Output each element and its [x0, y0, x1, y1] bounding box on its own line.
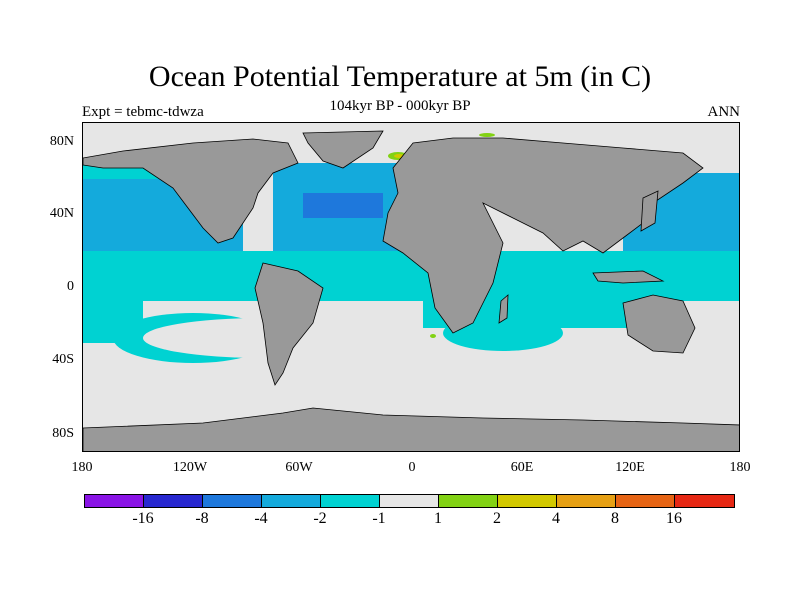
map-svg — [83, 123, 739, 451]
land-antarctica — [83, 407, 739, 451]
land-australia — [622, 294, 696, 354]
colorbar-box — [203, 495, 262, 507]
colorbar-box — [498, 495, 557, 507]
colorbar — [84, 494, 735, 508]
lon-tick-60w: 60W — [285, 460, 313, 475]
green-patch-arctic — [479, 133, 495, 137]
colorbar-label: -2 — [313, 510, 327, 527]
lon-tick-120e: 120E — [615, 460, 645, 475]
land-madagascar — [498, 294, 509, 324]
land-eurasia-africa — [382, 137, 704, 334]
plot-subtitle: 104kyr BP - 000kyr BP — [329, 98, 471, 114]
colorbar-label: 16 — [666, 510, 682, 527]
lon-tick-180e: 180 — [729, 460, 751, 475]
band-south-indian-cyan — [443, 315, 563, 351]
colorbar-box — [675, 495, 734, 507]
land-greenland — [302, 130, 384, 169]
colorbar-box — [616, 495, 675, 507]
colorbar-box — [557, 495, 616, 507]
colorbar-label: 2 — [493, 510, 501, 527]
lat-tick-0: 0 — [67, 279, 74, 294]
colorbar-box — [321, 495, 380, 507]
colorbar-box — [262, 495, 321, 507]
plot-title: Ocean Potential Temperature at 5m (in C) — [148, 60, 652, 93]
green-patch-indian — [430, 334, 436, 338]
lat-tick-80s: 80S — [52, 426, 74, 441]
land-north-america — [83, 138, 299, 244]
colorbar-box — [85, 495, 144, 507]
colorbar-label: 4 — [552, 510, 560, 527]
lon-tick-60e: 60E — [510, 460, 534, 475]
land-indonesia — [592, 270, 665, 284]
lat-tick-80n: 80N — [49, 134, 74, 149]
lon-tick-0: 0 — [408, 460, 416, 475]
colorbar-label: -8 — [195, 510, 209, 527]
land — [83, 130, 739, 451]
colorbar-label: -4 — [254, 510, 268, 527]
land-south-america — [254, 262, 324, 386]
world-map — [82, 122, 740, 452]
lat-tick-40n: 40N — [49, 206, 74, 221]
experiment-label: Expt = tebmc-tdwza — [82, 104, 204, 120]
band-south-pacific-gray — [143, 318, 383, 358]
colorbar-label: 1 — [434, 510, 442, 527]
lon-tick-180w: 180 — [71, 460, 93, 475]
colorbar-label: -16 — [132, 510, 154, 527]
colorbar-box — [144, 495, 203, 507]
land-japan — [640, 190, 659, 232]
colorbar-box — [380, 495, 439, 507]
lon-tick-120w: 120W — [172, 460, 208, 475]
band-mid-atlantic-blue — [303, 193, 383, 218]
colorbar-label: -1 — [372, 510, 386, 527]
colorbar-label: 8 — [611, 510, 619, 527]
colorbar-box — [439, 495, 498, 507]
lat-tick-40s: 40S — [52, 352, 74, 367]
season-label: ANN — [707, 104, 741, 120]
